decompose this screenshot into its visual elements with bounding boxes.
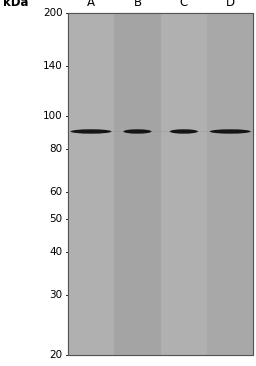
Bar: [68, 13, 253, 355]
Text: 60: 60: [50, 187, 63, 197]
Bar: [68, 13, 253, 355]
Text: 50: 50: [50, 214, 63, 224]
Bar: [68, 13, 114, 355]
Bar: [114, 13, 161, 355]
Text: 100: 100: [43, 111, 63, 121]
Text: 80: 80: [50, 144, 63, 154]
Ellipse shape: [210, 129, 251, 134]
Bar: [207, 13, 253, 355]
Text: B: B: [133, 0, 142, 9]
Text: A: A: [87, 0, 95, 9]
Ellipse shape: [71, 129, 112, 134]
Text: 40: 40: [50, 247, 63, 257]
Text: 140: 140: [43, 61, 63, 71]
Bar: [161, 13, 207, 355]
Text: 30: 30: [50, 290, 63, 300]
Ellipse shape: [170, 129, 198, 134]
Text: 200: 200: [43, 8, 63, 18]
Text: D: D: [226, 0, 235, 9]
Text: 20: 20: [50, 350, 63, 360]
Text: kDa: kDa: [3, 0, 28, 9]
Text: C: C: [180, 0, 188, 9]
Ellipse shape: [123, 129, 152, 134]
